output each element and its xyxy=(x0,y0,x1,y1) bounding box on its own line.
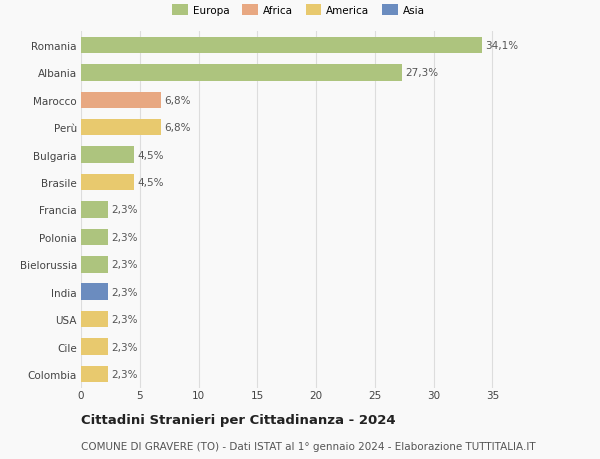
Text: 2,3%: 2,3% xyxy=(112,205,138,215)
Text: 4,5%: 4,5% xyxy=(137,150,164,160)
Text: 2,3%: 2,3% xyxy=(112,369,138,379)
Legend: Europa, Africa, America, Asia: Europa, Africa, America, Asia xyxy=(168,0,429,20)
Text: 2,3%: 2,3% xyxy=(112,260,138,270)
Bar xyxy=(81,366,108,382)
Bar xyxy=(81,339,108,355)
Text: 2,3%: 2,3% xyxy=(112,342,138,352)
Text: 4,5%: 4,5% xyxy=(137,178,164,188)
Text: 6,8%: 6,8% xyxy=(164,123,191,133)
Bar xyxy=(81,65,402,81)
Bar xyxy=(81,284,108,300)
Text: 2,3%: 2,3% xyxy=(112,287,138,297)
Bar xyxy=(81,92,161,109)
Bar xyxy=(81,174,134,191)
Bar xyxy=(81,202,108,218)
Bar xyxy=(81,38,482,54)
Bar xyxy=(81,311,108,328)
Text: 2,3%: 2,3% xyxy=(112,232,138,242)
Bar xyxy=(81,147,134,163)
Bar xyxy=(81,257,108,273)
Text: 27,3%: 27,3% xyxy=(406,68,439,78)
Text: Cittadini Stranieri per Cittadinanza - 2024: Cittadini Stranieri per Cittadinanza - 2… xyxy=(81,413,395,426)
Text: COMUNE DI GRAVERE (TO) - Dati ISTAT al 1° gennaio 2024 - Elaborazione TUTTITALIA: COMUNE DI GRAVERE (TO) - Dati ISTAT al 1… xyxy=(81,441,536,451)
Bar xyxy=(81,120,161,136)
Text: 2,3%: 2,3% xyxy=(112,314,138,325)
Bar xyxy=(81,229,108,246)
Text: 6,8%: 6,8% xyxy=(164,95,191,106)
Text: 34,1%: 34,1% xyxy=(485,41,518,51)
